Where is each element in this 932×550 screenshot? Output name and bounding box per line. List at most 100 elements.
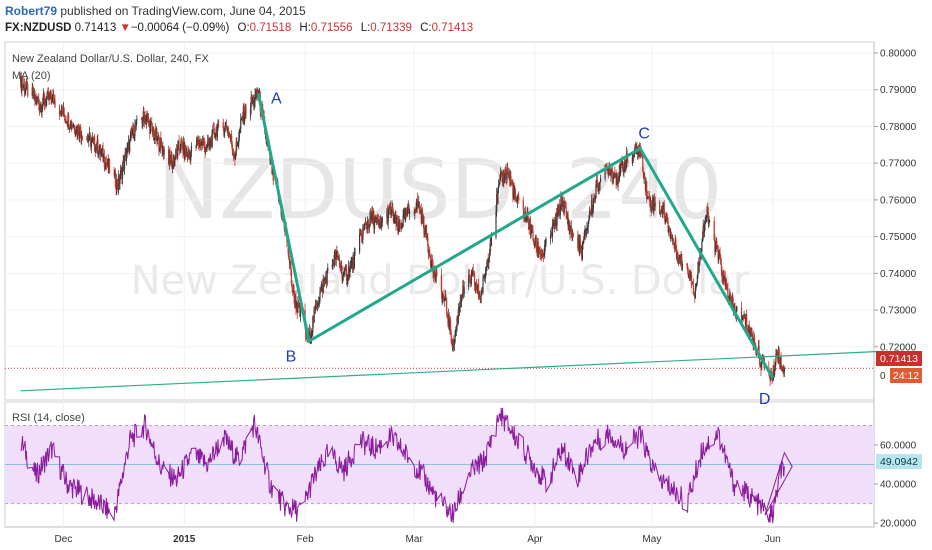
candle-body <box>673 243 675 246</box>
candle-body <box>430 263 432 269</box>
candle-body <box>663 203 665 215</box>
candle-body <box>151 125 154 133</box>
candle-body <box>68 127 70 129</box>
candle-body <box>320 284 322 292</box>
candle-body <box>86 138 89 140</box>
candle-body <box>23 83 26 93</box>
rsi-line <box>20 407 785 524</box>
candle-body <box>514 190 516 196</box>
candle-body <box>618 177 620 181</box>
candle-body <box>119 178 121 185</box>
candle-body <box>446 313 448 316</box>
candle-body <box>101 148 104 152</box>
candle-body <box>181 141 183 147</box>
candle-body <box>498 182 500 185</box>
candle-body <box>225 124 228 129</box>
candle-body <box>239 128 241 130</box>
candle-body <box>151 123 153 126</box>
candle-body <box>376 217 378 219</box>
pattern-point-label: A <box>271 90 282 107</box>
candle-body <box>152 131 154 133</box>
candle-body <box>633 153 635 157</box>
symbol-label[interactable]: FX:NZDUSD <box>5 22 72 34</box>
candle-body <box>232 150 234 151</box>
candle-body <box>407 206 409 215</box>
candle-body <box>551 233 553 237</box>
candle-body <box>370 212 372 220</box>
candle-body <box>23 83 25 87</box>
candle-body <box>473 273 475 275</box>
candle-body <box>345 268 347 271</box>
candle-body <box>460 300 462 302</box>
candle-body <box>97 140 99 155</box>
candle-body <box>704 221 706 225</box>
candle-body <box>180 140 182 150</box>
candle-body <box>326 270 328 285</box>
candle-body <box>347 275 349 279</box>
candle-body <box>701 237 704 242</box>
candle-body <box>627 159 629 164</box>
candle-body <box>145 115 147 123</box>
candle-body <box>360 233 363 237</box>
candle-body <box>624 161 626 171</box>
candle-body <box>346 268 348 281</box>
candle-body <box>661 210 663 212</box>
candle-body <box>148 121 150 124</box>
author-link[interactable]: Robert79 <box>5 4 58 18</box>
candle-body <box>496 194 498 204</box>
candle-body <box>367 222 369 225</box>
candle-body <box>759 364 761 366</box>
candle-body <box>298 305 300 307</box>
candle-body <box>58 107 61 115</box>
candle-body <box>52 94 54 95</box>
candle-body <box>664 214 666 222</box>
candle-body <box>532 230 534 240</box>
candle-body <box>564 201 566 205</box>
abcd-pattern-line[interactable] <box>256 93 774 379</box>
trendline[interactable] <box>20 350 878 392</box>
candle-body <box>175 149 177 160</box>
candle-body <box>91 138 93 142</box>
candle-body <box>523 208 525 217</box>
candle-body <box>581 247 583 260</box>
candle-body <box>455 329 457 333</box>
candle-body <box>648 196 650 198</box>
candle-body <box>70 120 72 128</box>
candle-body <box>390 212 393 215</box>
candle-body <box>393 218 395 222</box>
candle-body <box>457 309 459 323</box>
countdown-badge <box>890 368 922 383</box>
candle-body <box>399 225 402 227</box>
rsi-triangle-drawing[interactable] <box>764 451 793 516</box>
candle-body <box>514 190 517 197</box>
candle-body <box>229 133 231 137</box>
candle-body <box>338 259 340 261</box>
chart-canvas[interactable]: NZDUSD, 240 New Zealand Dollar/U.S. Doll… <box>0 40 932 550</box>
candle-body <box>640 153 643 155</box>
candle-body <box>218 121 220 123</box>
candle-body <box>644 176 646 178</box>
candle-body <box>726 288 728 290</box>
candle-body <box>20 75 22 91</box>
candle-body <box>588 219 590 222</box>
candle-body <box>362 227 364 241</box>
candle-body <box>402 215 404 227</box>
candle-body <box>141 119 143 124</box>
candle-body <box>238 137 240 144</box>
candle-body <box>450 332 452 342</box>
candle-body <box>590 213 592 215</box>
ma-indicator-label[interactable]: MA (20) <box>12 70 51 82</box>
candle-body <box>420 210 422 224</box>
candle-body <box>670 234 672 236</box>
candle-body <box>292 289 294 292</box>
candle-body <box>198 144 200 146</box>
candle-body <box>622 163 624 166</box>
candle-body <box>158 136 160 151</box>
candle-body <box>593 195 595 199</box>
candle-body <box>104 166 106 169</box>
candle-body <box>580 247 582 249</box>
rsi-pane-title[interactable]: RSI (14, close) <box>12 412 85 424</box>
candle-body <box>677 252 679 264</box>
candle-body <box>753 337 756 343</box>
candle-body <box>90 141 92 148</box>
